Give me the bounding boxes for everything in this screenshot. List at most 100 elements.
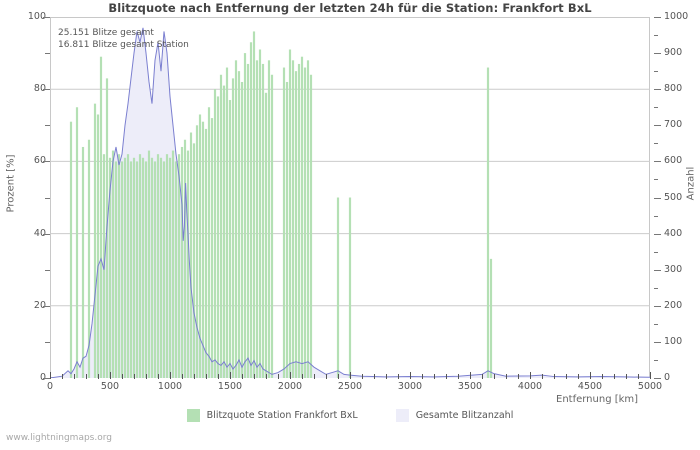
x-tick-label: 4000 [517, 381, 543, 392]
legend-swatch-icon [186, 409, 200, 422]
x-tick-mark [290, 372, 291, 379]
y-axis-right: 0 100 200 300 400 500 600 700 800 900 1000 [654, 0, 700, 450]
y-tick-mark-right [654, 161, 661, 163]
y-tick-mark-right [654, 89, 661, 91]
x-minor-tick-mark [146, 374, 147, 379]
x-minor-tick-mark [266, 374, 267, 379]
y-tick-mark-right [654, 341, 661, 343]
y-minor-tick-right [654, 287, 658, 289]
page-title: Blitzquote nach Entfernung der letzten 2… [108, 1, 592, 15]
y-minor-tick-right [654, 215, 658, 217]
y-tick-right: 600 [664, 155, 683, 167]
y-minor-tick-right [654, 107, 658, 109]
y-minor-tick-right [654, 359, 658, 361]
x-minor-tick-mark [206, 374, 207, 379]
x-axis-label: Entfernung [km] [556, 394, 639, 405]
x-minor-tick-mark [62, 374, 63, 379]
y-tick-mark-right [654, 125, 661, 127]
x-minor-tick-mark [278, 374, 279, 379]
x-tick-mark [230, 372, 231, 379]
x-minor-tick-mark [386, 374, 387, 379]
y-minor-tick-right [654, 323, 658, 325]
y-tick-right: 200 [664, 299, 683, 311]
x-minor-tick-mark [434, 374, 435, 379]
x-minor-tick-mark [638, 374, 639, 379]
x-tick-mark [410, 372, 411, 379]
plot-canvas [50, 27, 650, 378]
y-tick-right: 100 [664, 335, 683, 347]
legend-swatch-icon [395, 409, 409, 422]
x-minor-tick-mark [494, 374, 495, 379]
x-minor-tick-mark [74, 374, 75, 379]
legend-label: Gesamte Blitzanzahl [415, 410, 514, 421]
annotation-total-strikes: 25.151 Blitze gesamt [58, 28, 154, 38]
x-tick-label: 4500 [577, 381, 603, 392]
x-tick-mark [50, 372, 51, 379]
y-minor-tick-left [45, 269, 50, 271]
y-tick-mark-left [43, 17, 50, 18]
y-tick-mark-right [654, 53, 661, 55]
x-minor-tick-mark [158, 374, 159, 379]
y-axis-right-label: Anzahl [685, 166, 697, 201]
y-axis-left: 0 20 40 60 80 100 [0, 0, 50, 450]
legend-quote[interactable]: Blitzquote Station Frankfort BxL [186, 409, 358, 422]
y-tick-left: 80 [33, 83, 46, 95]
y-minor-tick-right [654, 143, 658, 145]
y-tick-mark-left [43, 161, 50, 163]
y-tick-mark-right [654, 378, 661, 379]
x-minor-tick-mark [422, 374, 423, 379]
x-minor-tick-mark [602, 374, 603, 379]
y-minor-tick-right [654, 251, 658, 253]
y-tick-right: 0 [664, 372, 671, 383]
y-tick-left: 40 [33, 227, 46, 239]
x-minor-tick-mark [314, 374, 315, 379]
x-minor-tick-mark [518, 374, 519, 379]
y-tick-mark-left [43, 233, 50, 235]
x-tick-label: 1500 [217, 381, 243, 392]
x-minor-tick-mark [614, 374, 615, 379]
x-minor-tick-mark [254, 374, 255, 379]
x-minor-tick-mark [326, 374, 327, 379]
x-minor-tick-mark [218, 374, 219, 379]
x-minor-tick-mark [458, 374, 459, 379]
y-minor-tick-right [654, 71, 658, 73]
x-minor-tick-mark [302, 374, 303, 379]
footer-url: www.lightningmaps.org [6, 433, 112, 443]
x-minor-tick-mark [338, 374, 339, 379]
y-tick-left: 100 [27, 11, 46, 22]
y-axis-left-label: Prozent [%] [5, 154, 17, 213]
x-minor-tick-mark [578, 374, 579, 379]
y-minor-tick-left [45, 53, 50, 55]
y-tick-right: 900 [664, 47, 683, 59]
y-minor-tick-right [654, 179, 658, 181]
y-tick-right: 300 [664, 263, 683, 275]
x-minor-tick-mark [122, 374, 123, 379]
y-tick-right: 400 [664, 227, 683, 239]
y-tick-left: 20 [33, 299, 46, 311]
x-minor-tick-mark [398, 374, 399, 379]
x-tick-label: 3500 [457, 381, 483, 392]
y-tick-right: 500 [664, 191, 683, 203]
x-minor-tick-mark [98, 374, 99, 379]
legend-total[interactable]: Gesamte Blitzanzahl [395, 409, 514, 422]
x-minor-tick-mark [134, 374, 135, 379]
y-tick-mark-left [43, 305, 50, 307]
y-minor-tick-left [45, 125, 50, 127]
x-minor-tick-mark [482, 374, 483, 379]
x-tick-label: 2500 [337, 381, 363, 392]
x-tick-mark [590, 372, 591, 379]
y-tick-mark-left [43, 378, 50, 379]
y-minor-tick-left [45, 197, 50, 199]
annotation-station-strikes: 16.811 Blitze gesamt Station [58, 40, 189, 50]
x-tick-label: 3000 [397, 381, 423, 392]
x-minor-tick-mark [446, 374, 447, 379]
x-tick-label: 5000 [637, 381, 663, 392]
y-tick-mark-right [654, 233, 661, 235]
x-minor-tick-mark [362, 374, 363, 379]
x-tick-mark [470, 372, 471, 379]
x-minor-tick-mark [374, 374, 375, 379]
y-tick-mark-right [654, 17, 661, 18]
y-tick-mark-right [654, 197, 661, 199]
y-tick-left: 60 [33, 155, 46, 167]
